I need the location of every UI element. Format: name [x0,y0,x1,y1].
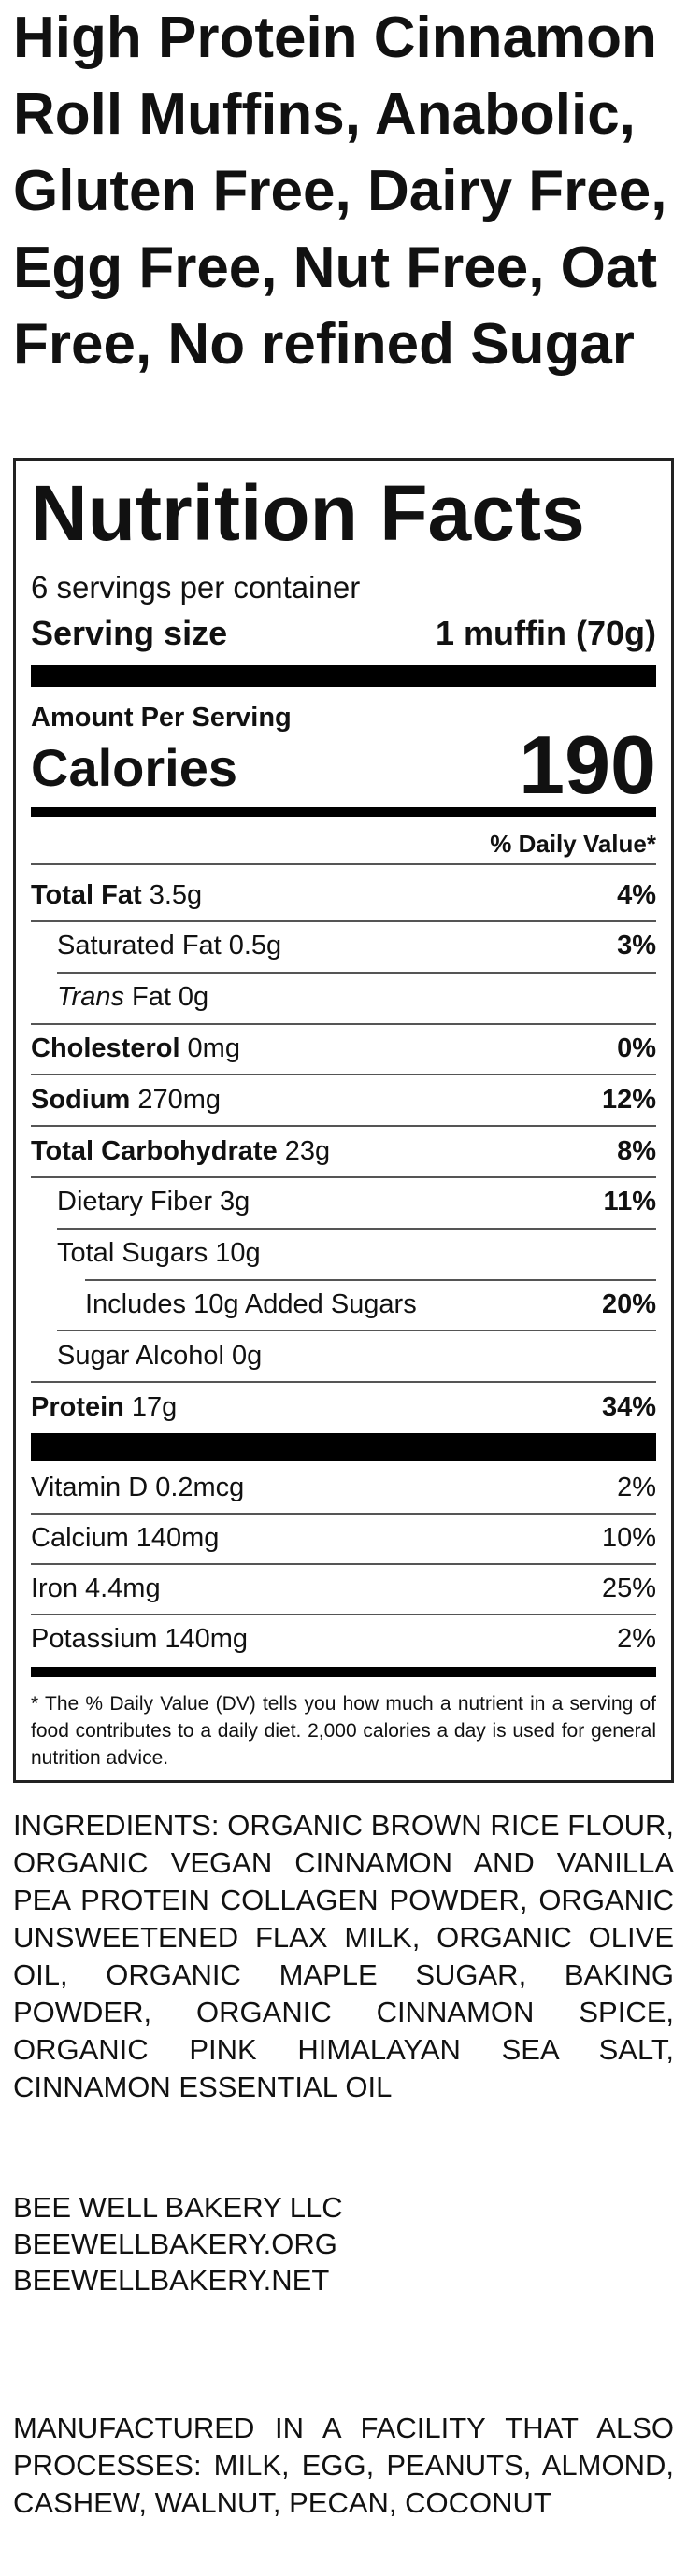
company-line: BEEWELLBAKERY.ORG [13,2227,337,2260]
nutrient-amount: 270mg [137,1084,222,1115]
nutrient-name: Cholesterol [31,1032,180,1063]
nutrient-amount: 17g [131,1391,178,1422]
rule [31,1125,656,1128]
daily-value: 3% [617,931,656,961]
nutrient-row: Dietary Fiber 3g 11% [57,1177,656,1228]
company-line: BEEWELLBAKERY.NET [13,2264,330,2297]
daily-value: 12% [601,1084,656,1115]
nutrient-name: Vitamin D [31,1472,149,1502]
nutrient-name: Total Fat [31,879,142,910]
nutrient-row: Protein 17g 34% [31,1382,656,1432]
thick-bar [31,1433,656,1461]
rule [31,1074,656,1076]
nutrient-name: Sugar Alcohol [57,1340,224,1371]
nutrient-amount: 0.5g [228,931,282,961]
title-line: Gluten Free, Dairy Free, [13,159,667,223]
rule [31,1381,656,1384]
allergen-statement: MANUFACTURED IN A FACILITY THAT ALSO PRO… [13,2412,674,2519]
rule [31,1563,656,1566]
company-line: BEE WELL BAKERY LLC [13,2191,343,2224]
nutrient-name: Iron [31,1573,78,1603]
nutrient-row: Sodium 270mg 12% [31,1075,656,1125]
nutrient-name: Saturated Fat [57,931,222,961]
amount-per-serving: Amount Per Serving [31,703,292,733]
nutrient-name: Potassium [31,1624,158,1655]
rule [31,863,656,865]
rule [57,1227,656,1230]
nutrient-name: Fat [131,982,171,1013]
product-title: High Protein Cinnamon Roll Muffins, Anabo… [13,0,666,383]
nutrient-name: Sodium [31,1084,131,1115]
nutrient-name: Total Sugars [57,1238,208,1269]
nutrient-row: Sugar Alcohol 0g [57,1331,656,1381]
nutrient-row: Iron 4.4mg 25% [31,1563,656,1614]
rule [85,1278,656,1281]
ingredients: INGREDIENTS: ORGANIC BROWN RICE FLOUR, O… [13,1809,674,2103]
daily-value: 20% [601,1288,656,1319]
medium-bar [31,1667,656,1677]
nutrient-row: Cholesterol 0mg 0% [31,1023,656,1074]
nutrient-name: Dietary Fiber [57,1187,212,1217]
nutrient-amount: 0.2mcg [155,1472,245,1502]
nutrition-label: Nutrition Facts 6 servings per container… [13,458,674,1783]
daily-value: 34% [601,1391,656,1422]
rule [31,1022,656,1025]
rule [31,1176,656,1178]
nutrient-row: Saturated Fat 0.5g 3% [57,921,656,972]
title-line: Egg Free, Nut Free, Oat [13,235,658,300]
daily-value: 0% [617,1032,656,1063]
nutrient-row: Includes 10g Added Sugars 20% [85,1279,656,1330]
nutrient-amount: 0g [231,1340,263,1371]
daily-value: 25% [601,1573,656,1603]
nutrient-row: Trans Fat 0g [57,973,656,1023]
label-heading: Nutrition Facts [31,469,585,557]
nutrient-amount: 0g [178,982,209,1013]
rule [31,1513,656,1515]
rule [57,971,656,974]
nutrient-row: Potassium 140mg 2% [31,1615,656,1665]
nutrient-amount: 140mg [165,1624,249,1655]
rule [31,1614,656,1616]
footnote: * The % Daily Value (DV) tells you how m… [31,1693,656,1769]
nutrient-name: Calcium [31,1522,129,1553]
medium-bar [31,807,656,817]
nutrient-name: Protein [31,1391,124,1422]
nutrient-row: Vitamin D 0.2mcg 2% [31,1462,656,1513]
daily-value: 4% [617,879,656,910]
nutrient-amount: 10g [215,1238,261,1269]
nutrient-row: Calcium 140mg 10% [31,1513,656,1563]
calories: 190 [519,719,656,811]
daily-value: 2% [617,1624,656,1655]
servings: 6 servings per container [31,570,361,605]
daily-value-header: % Daily Value* [490,830,656,858]
nutrient-amount: 4.4mg [84,1573,161,1603]
daily-value: 2% [617,1472,656,1502]
rule [57,1330,656,1332]
nutrient-name: Includes 10g Added Sugars [85,1288,417,1319]
daily-value: 11% [603,1187,656,1217]
nutrient-amount: 140mg [136,1522,220,1553]
title-line: Roll Muffins, Anabolic, [13,82,636,147]
calories-label: Calories [31,738,237,797]
nutrient-amount: 3g [220,1187,250,1217]
title-line: High Protein Cinnamon [13,6,657,70]
nutrient-row: Total Sugars 10g [57,1229,656,1279]
nutrient-amount: 0mg [187,1032,240,1063]
serving-size-label: Serving size [31,614,228,652]
thick-bar [31,665,656,687]
nutrient-name: Total Carbohydrate [31,1135,278,1166]
nutrient-row: Total Fat 3.5g 4% [31,870,656,920]
rule [31,920,656,922]
nutrient-row: Total Carbohydrate 23g 8% [31,1126,656,1176]
nutrient-amount: 3.5g [149,879,203,910]
nutrient-amount: 23g [284,1135,331,1166]
serving-size: 1 muffin (70g) [435,614,656,652]
daily-value: 10% [601,1522,656,1553]
daily-value: 8% [617,1135,656,1166]
title-line: Free, No refined Sugar [13,312,635,377]
nutrient-name-italic: Trans [57,982,124,1013]
